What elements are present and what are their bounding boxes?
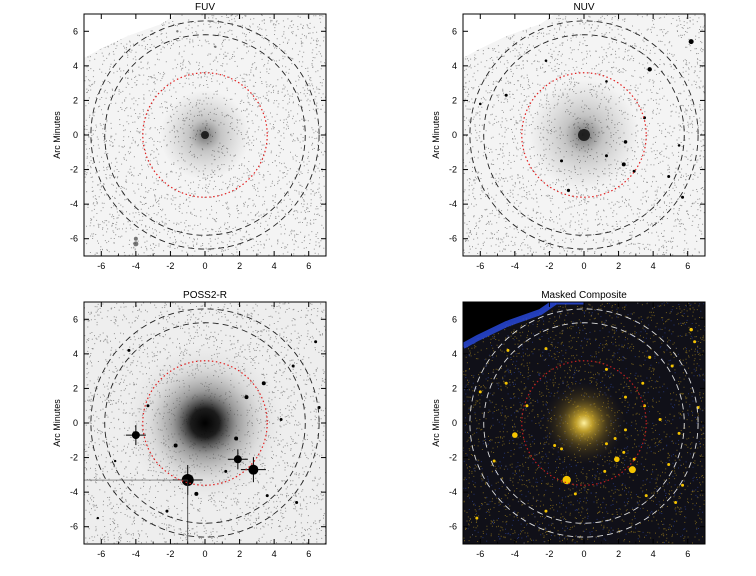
panel-3: -6 -4 -2 0 2 4 6 -6 -4 -2 0 2 4 6 POSS2-R Arc Minutes [52,290,327,559]
y-tick-label: 4 [73,61,78,71]
x-tick-label: -4 [132,549,140,559]
x-tick-label: 0 [581,261,586,271]
x-tick-label: -6 [476,549,484,559]
y-tick-label: -6 [70,522,78,532]
y-tick-label: -2 [449,165,457,175]
panel-title: POSS2-R [183,290,227,301]
inner-dotted-circle [521,72,647,198]
x-tick-label: 6 [306,261,311,271]
x-tick-label: 6 [685,549,690,559]
image-content [463,302,705,544]
y-tick-label: -6 [70,234,78,244]
inner-dotted-circle [142,72,268,198]
x-tick-label: 0 [202,549,207,559]
y-tick-label: 4 [452,349,457,359]
outer-dashed-circle [90,308,320,538]
y-tick-label: -4 [449,199,457,209]
x-tick-label: 6 [685,261,690,271]
y-axis-label: Arc Minutes [52,111,62,159]
x-tick-label: -6 [97,549,105,559]
y-tick-label: -6 [449,234,457,244]
x-tick-label: 4 [272,261,277,271]
y-tick-label: 2 [452,383,457,393]
x-tick-label: 2 [237,549,242,559]
middle-dashed-circle [104,34,306,236]
x-tick-label: -2 [545,549,553,559]
y-tick-label: 6 [452,314,457,324]
x-tick-label: -4 [511,549,519,559]
panel-1: -6 -4 -2 0 2 4 6 -6 -4 -2 0 2 4 6 FUV Arc Minutes [52,2,327,271]
x-tick-label: 0 [581,549,586,559]
y-axis-label: Arc Minutes [431,111,441,159]
panel-title: Masked Composite [541,290,627,301]
x-tick-label: 0 [202,261,207,271]
y-tick-label: 4 [73,349,78,359]
x-tick-label: 4 [272,549,277,559]
x-tick-label: 4 [651,261,656,271]
x-tick-label: -6 [97,261,105,271]
x-tick-label: 6 [306,549,311,559]
x-tick-label: -6 [476,261,484,271]
middle-dashed-circle [483,34,685,236]
y-tick-label: -2 [70,453,78,463]
panel-title: NUV [573,2,594,13]
y-tick-label: 2 [73,95,78,105]
inner-dotted-circle [521,360,647,486]
outer-dashed-circle [90,20,320,250]
x-tick-label: -2 [166,549,174,559]
inner-dotted-circle [142,360,268,486]
x-tick-label: -2 [545,261,553,271]
y-tick-label: 6 [452,26,457,36]
y-tick-label: -6 [449,522,457,532]
y-tick-label: -2 [70,165,78,175]
y-tick-label: 6 [73,314,78,324]
x-tick-label: -4 [511,261,519,271]
y-tick-label: -2 [449,453,457,463]
panel-4: -6 -4 -2 0 2 4 6 -6 -4 -2 0 2 4 6 Masked Composite Arc … [431,290,706,559]
y-tick-label: 0 [73,418,78,428]
y-tick-label: -4 [449,487,457,497]
y-tick-label: -4 [70,199,78,209]
masked-corner [84,14,176,58]
y-tick-label: 0 [452,130,457,140]
panel-title: FUV [195,2,215,13]
outer-dashed-circle [469,20,699,250]
x-tick-label: 4 [651,549,656,559]
masked-corner [463,14,555,58]
x-tick-label: -4 [132,261,140,271]
x-tick-label: 2 [616,261,621,271]
middle-dashed-circle [483,322,685,524]
y-tick-label: 4 [452,61,457,71]
outer-dashed-circle [469,308,699,538]
image-content [463,14,705,256]
y-tick-label: 0 [452,418,457,428]
y-tick-label: -4 [70,487,78,497]
image-content [84,14,326,256]
middle-dashed-circle [104,322,306,524]
x-tick-label: -2 [166,261,174,271]
y-axis-label: Arc Minutes [52,399,62,447]
x-tick-label: 2 [237,261,242,271]
panel-2: -6 -4 -2 0 2 4 6 -6 -4 -2 0 2 4 6 NUV Arc Minutes [431,2,706,271]
image-content [84,302,326,544]
y-tick-label: 6 [73,26,78,36]
y-tick-label: 2 [73,383,78,393]
x-tick-label: 2 [616,549,621,559]
y-axis-label: Arc Minutes [431,399,441,447]
y-tick-label: 0 [73,130,78,140]
y-tick-label: 2 [452,95,457,105]
